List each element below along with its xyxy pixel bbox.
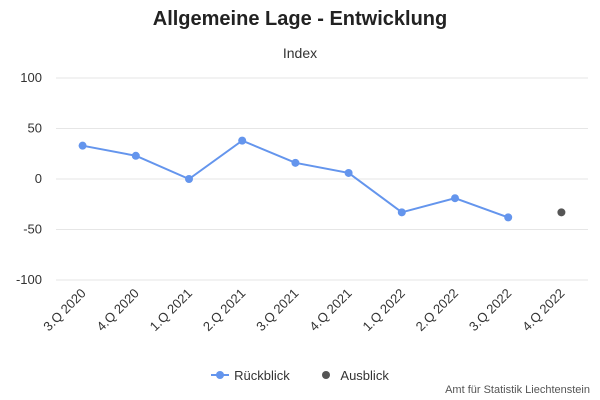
data-point-s0-0 xyxy=(78,141,87,150)
x-tick-label-8: 3.Q 2022 xyxy=(466,286,514,334)
data-point-s0-6 xyxy=(397,208,406,217)
y-tick-label-2: 0 xyxy=(35,171,42,186)
x-tick-label-5: 4.Q 2021 xyxy=(306,286,354,334)
legend-item-rueckblick[interactable]: Rückblick xyxy=(211,368,290,383)
data-point-s0-7 xyxy=(451,194,459,203)
chart-title: Allgemeine Lage - Entwicklung xyxy=(152,8,448,30)
source-credit[interactable]: Amt für Statistik Liechtenstein xyxy=(445,384,590,396)
x-tick-label-9: 4.Q 2022 xyxy=(519,286,567,334)
data-point-s0-3 xyxy=(238,136,247,145)
data-point-s0-4 xyxy=(291,158,300,167)
data-point-s0-2 xyxy=(185,175,193,183)
x-tick-label-4: 3.Q 2021 xyxy=(253,286,301,334)
legend-marker-ausblick xyxy=(317,371,335,379)
data-point-s0-5 xyxy=(344,168,353,177)
x-tick-label-1: 4.Q 2020 xyxy=(93,286,141,334)
y-tick-label-1: 50 xyxy=(28,121,42,136)
data-point-s0-8 xyxy=(504,213,513,222)
y-tick-label-0: 100 xyxy=(20,70,42,85)
legend-label-rueckblick: Rückblick xyxy=(234,367,290,383)
chart-subtitle: Index xyxy=(282,45,318,61)
legend-marker-rueckblick xyxy=(211,371,230,379)
y-tick-label-3: -50 xyxy=(23,222,42,237)
data-point-s1-9 xyxy=(557,208,566,217)
x-tick-label-7: 2.Q 2022 xyxy=(413,286,461,334)
data-point-s0-1 xyxy=(131,151,140,160)
x-tick-label-2: 1.Q 2021 xyxy=(147,286,195,334)
legend: Rückblick Ausblick xyxy=(0,364,600,383)
x-tick-label-6: 1.Q 2022 xyxy=(359,286,407,334)
legend-label-ausblick: Ausblick xyxy=(340,367,389,383)
x-tick-label-0: 3.Q 2020 xyxy=(40,286,88,334)
legend-item-ausblick[interactable]: Ausblick xyxy=(317,367,389,383)
y-tick-label-4: -100 xyxy=(16,272,42,287)
x-tick-label-3: 2.Q 2021 xyxy=(200,286,248,334)
